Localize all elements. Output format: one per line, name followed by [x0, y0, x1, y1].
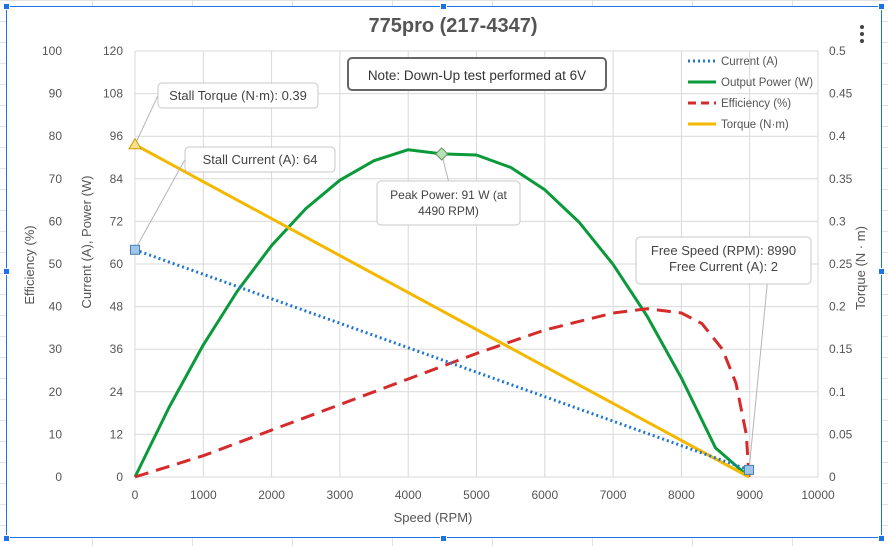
- resize-handle-bottom-center[interactable]: [440, 535, 447, 542]
- chart-container[interactable]: [6, 6, 882, 538]
- resize-handle-middle-right[interactable]: [878, 268, 885, 275]
- resize-handle-top-right[interactable]: [878, 3, 885, 10]
- resize-handle-middle-left[interactable]: [3, 268, 10, 275]
- more-vert-icon[interactable]: [859, 25, 865, 43]
- resize-handle-top-left[interactable]: [3, 3, 10, 10]
- resize-handle-bottom-left[interactable]: [3, 535, 10, 542]
- resize-handle-top-center[interactable]: [440, 3, 447, 10]
- resize-handle-bottom-right[interactable]: [878, 535, 885, 542]
